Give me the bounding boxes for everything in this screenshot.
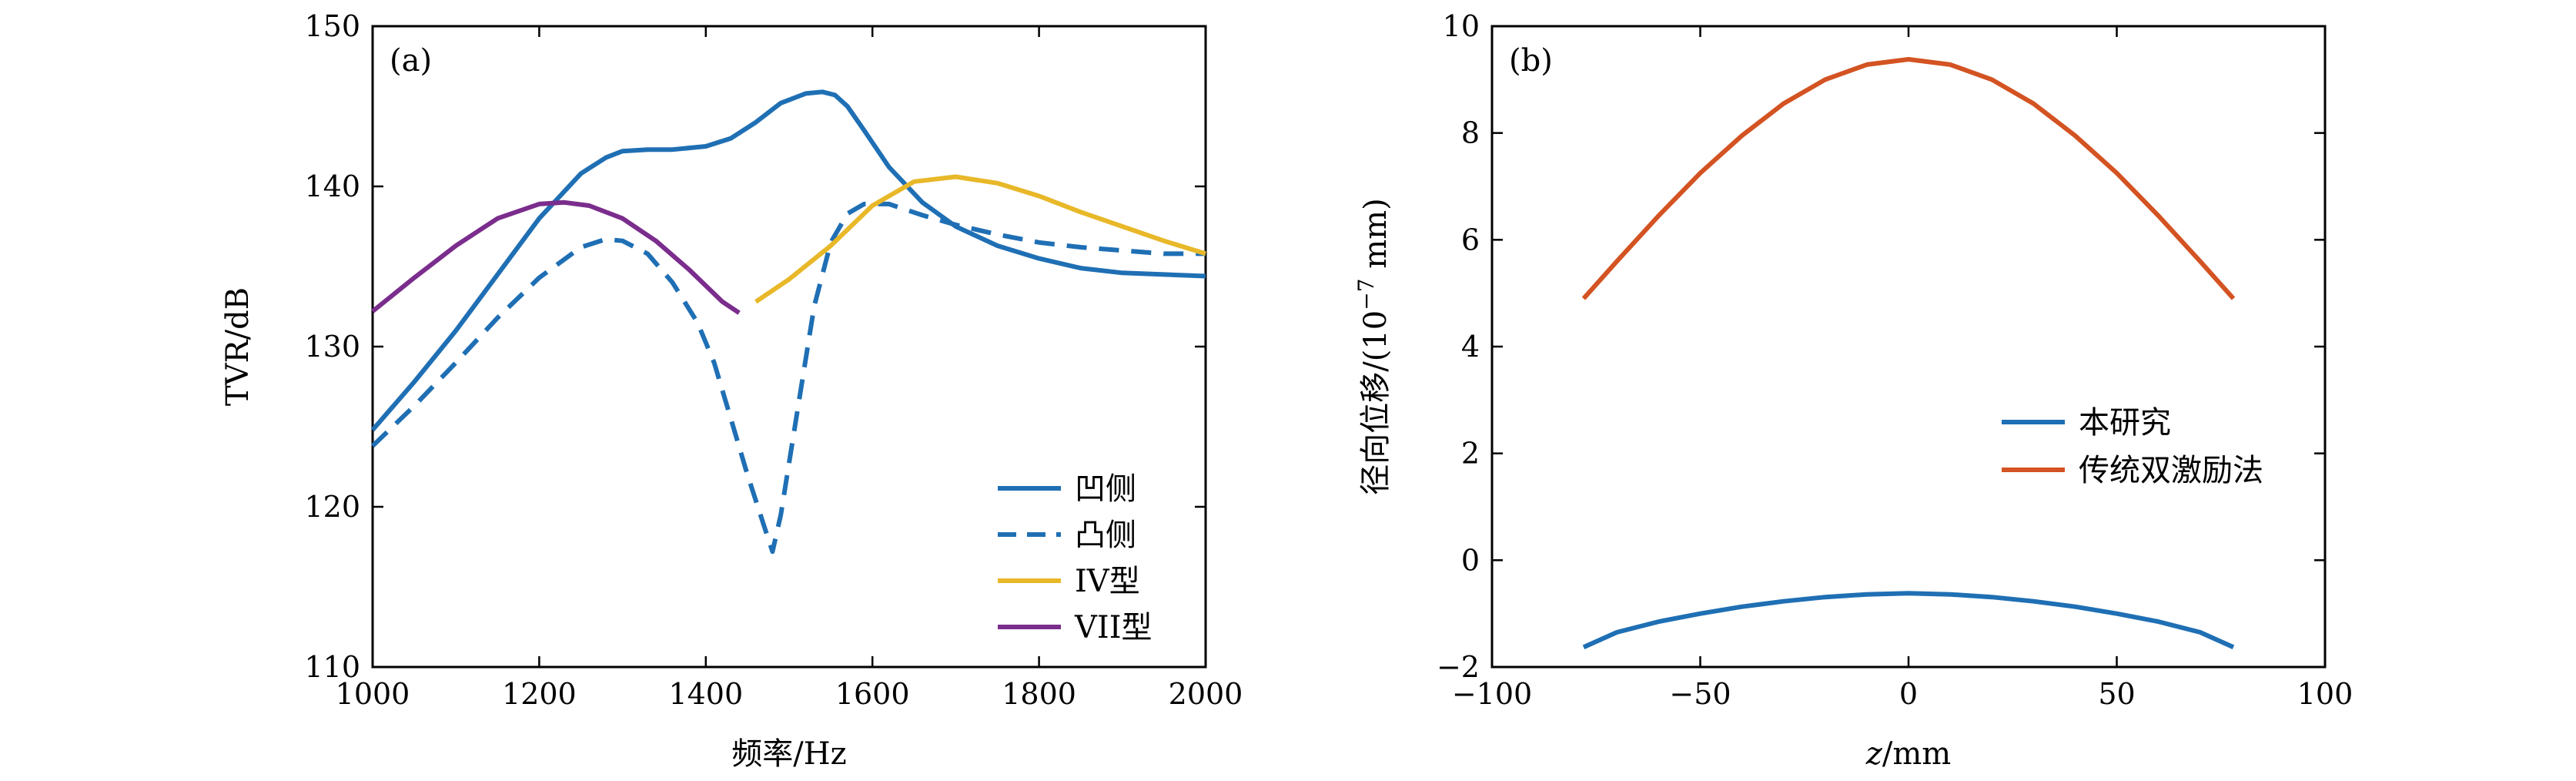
x-axis-label-a: 频率/Hz: [731, 736, 846, 772]
y-tick-label-b: 8: [1461, 116, 1480, 150]
legend-label-a-2: IV型: [1075, 564, 1140, 599]
y-tick-label-b: 10: [1443, 9, 1480, 43]
x-tick-label-a: 2000: [1169, 677, 1243, 711]
plot-frame-b: [1490, 25, 2327, 669]
y-tick-label-a: 150: [304, 9, 360, 43]
legend-label-b-0: 本研究: [2079, 405, 2171, 441]
chart-a: 1000 1200 1400 1600 1800 2000 110 120 130 140 150 凹…: [220, 9, 1243, 772]
panel-label-a: (a): [390, 43, 432, 79]
x-tick-label-b: −100: [1452, 677, 1532, 711]
y-tick-label-a: 130: [304, 330, 360, 364]
series-line-b-1: [1581, 57, 2236, 300]
y-axis-label-sup: −7: [1353, 278, 1379, 310]
y-tick-label-b: 2: [1461, 437, 1480, 471]
legend-label-a-3: VII型: [1074, 610, 1153, 645]
x-tick-label-a: 1000: [336, 677, 410, 711]
y-axis-label-end: mm): [1358, 198, 1393, 278]
x-tick-label-a: 1400: [668, 677, 743, 711]
legend-label-b-1: 传统双激励法: [2079, 453, 2263, 488]
legend-label-a-0: 凹侧: [1075, 471, 1136, 507]
series-line-a-0: [370, 89, 1206, 432]
x-axis-label-unit: /mm: [1882, 736, 1951, 772]
y-tick-label-a: 110: [304, 650, 360, 684]
y-axis-label-b: 径向位移/(10−7 mm): [1353, 198, 1393, 494]
y-axis-label-main: 径向位移/(10: [1358, 310, 1393, 495]
y-tick-label-b: 0: [1461, 543, 1480, 577]
x-axis-label-italic: z: [1865, 736, 1883, 772]
x-tick-label-b: 100: [2297, 677, 2354, 711]
y-tick-label-a: 120: [304, 490, 360, 524]
y-tick-label-a: 140: [304, 169, 360, 203]
x-tick-label-a: 1600: [835, 677, 910, 711]
series-line-a-1: [370, 201, 1206, 555]
x-axis-label-b: z/mm: [1865, 736, 1951, 772]
y-tick-label-b: 6: [1461, 223, 1480, 256]
y-tick-label-b: 4: [1461, 330, 1480, 364]
x-tick-label-a: 1800: [1002, 677, 1076, 711]
x-tick-label-b: −50: [1669, 677, 1731, 711]
y-axis-label-a: TVR/dB: [220, 287, 256, 406]
x-tick-label-b: 0: [1899, 677, 1918, 711]
series-line-b-0: [1582, 591, 2235, 650]
x-tick-label-b: 50: [2098, 677, 2135, 711]
x-tick-label-a: 1200: [502, 677, 577, 711]
series-line-a-2: [754, 174, 1206, 304]
panel-label-b: (b): [1509, 43, 1553, 79]
legend-label-a-1: 凸侧: [1075, 518, 1136, 553]
y-tick-label-b: −2: [1437, 650, 1480, 684]
series-line-a-3: [371, 199, 741, 315]
